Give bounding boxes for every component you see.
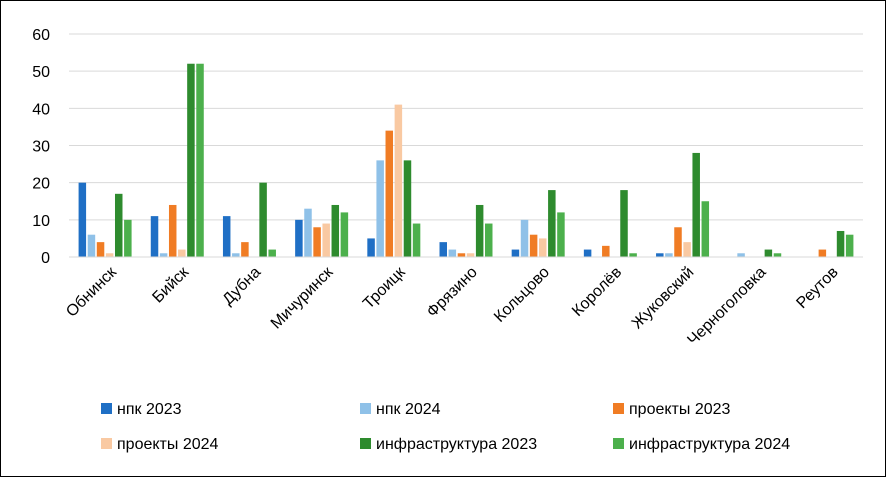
- legend-label: нпк 2023: [117, 401, 182, 418]
- bar: [241, 242, 249, 257]
- bar: [583, 249, 592, 257]
- category-label: Кольцово: [491, 264, 553, 326]
- category-label: Бийск: [149, 263, 192, 306]
- bar: [818, 249, 827, 257]
- bar: [159, 253, 168, 257]
- bar: [548, 190, 556, 257]
- legend: нпк 2023 нпк 2024 проекты 2023 проекты 2024…: [101, 401, 790, 453]
- bar: [222, 216, 231, 257]
- bar: [656, 253, 664, 257]
- bar: [96, 242, 105, 257]
- bar: [232, 253, 240, 257]
- y-tick-label: 0: [41, 250, 50, 267]
- y-tick-label: 10: [32, 213, 50, 230]
- y-tick-label: 30: [32, 139, 50, 156]
- legend-label: нпк 2024: [376, 401, 441, 418]
- legend-label: инфраструктура 2023: [376, 436, 537, 453]
- bar: [557, 212, 565, 257]
- bar: [520, 219, 529, 257]
- bar: [394, 104, 403, 258]
- category-label: Королёв: [569, 264, 625, 320]
- bar: [665, 253, 673, 257]
- y-tick-label: 50: [32, 64, 50, 81]
- bar: [602, 245, 610, 257]
- bar: [304, 208, 312, 257]
- bar: [457, 253, 466, 257]
- category-label: Дубна: [220, 264, 265, 309]
- bar: [701, 201, 710, 257]
- legend-swatch: [360, 438, 371, 449]
- bar: [485, 223, 493, 257]
- bar: [78, 182, 87, 257]
- y-tick-label: 40: [32, 101, 50, 118]
- bar: [87, 234, 96, 257]
- bar: [538, 238, 547, 257]
- legend-label: проекты 2023: [629, 401, 731, 418]
- bar: [764, 249, 773, 257]
- bar: [124, 219, 132, 257]
- legend-swatch: [360, 403, 371, 414]
- bar: [674, 227, 682, 257]
- category-label: Фрязино: [424, 264, 481, 321]
- legend-label: инфраструктура 2024: [629, 436, 790, 453]
- bar: [178, 249, 186, 257]
- bar: [620, 190, 628, 257]
- bar: [683, 242, 691, 257]
- bar: [403, 160, 412, 257]
- y-tick-label: 60: [32, 27, 50, 44]
- category-label: Троицк: [360, 263, 409, 312]
- bar: [313, 227, 321, 257]
- bar: [692, 152, 700, 257]
- bar: [466, 253, 475, 257]
- bar: [773, 253, 782, 257]
- legend-swatch: [101, 438, 112, 449]
- bar: [412, 223, 421, 257]
- bar: [439, 242, 447, 257]
- bar: [114, 193, 123, 257]
- bar: [629, 253, 637, 257]
- bar: [340, 212, 349, 257]
- category-label: Обнинск: [63, 263, 120, 320]
- bar: [331, 204, 340, 257]
- bar: [385, 130, 394, 257]
- category-label: Реутов: [793, 264, 841, 312]
- legend-swatch: [101, 403, 112, 414]
- bar: [295, 219, 303, 257]
- bar: [150, 216, 159, 257]
- bar: [168, 204, 177, 257]
- y-tick-label: 20: [32, 176, 50, 193]
- bar: [475, 204, 484, 257]
- category-labels: Обнинск Бийск Дубна Мичуринск Троицк Фрязино К…: [63, 263, 842, 349]
- category-label: Жуковский: [629, 264, 698, 333]
- bar: [259, 182, 267, 257]
- category-label: Мичуринск: [268, 263, 337, 332]
- legend-label: проекты 2024: [117, 436, 219, 453]
- bar: [196, 63, 204, 258]
- category-label: Черноголовка: [684, 264, 769, 349]
- bars: [78, 63, 854, 258]
- legend-swatch: [613, 438, 624, 449]
- bar: [845, 234, 854, 257]
- bar: [187, 63, 195, 258]
- y-axis-ticks: 0 10 20 30 40 50 60: [32, 27, 50, 267]
- bar: [511, 249, 520, 257]
- bar: [105, 253, 114, 257]
- bar: [376, 160, 384, 257]
- bar: [268, 249, 276, 257]
- bar: [448, 249, 457, 257]
- bar: [529, 234, 538, 257]
- legend-swatch: [613, 403, 624, 414]
- bar: [367, 238, 375, 257]
- bar: [322, 223, 330, 257]
- bar: [836, 230, 845, 257]
- bar: [737, 253, 745, 257]
